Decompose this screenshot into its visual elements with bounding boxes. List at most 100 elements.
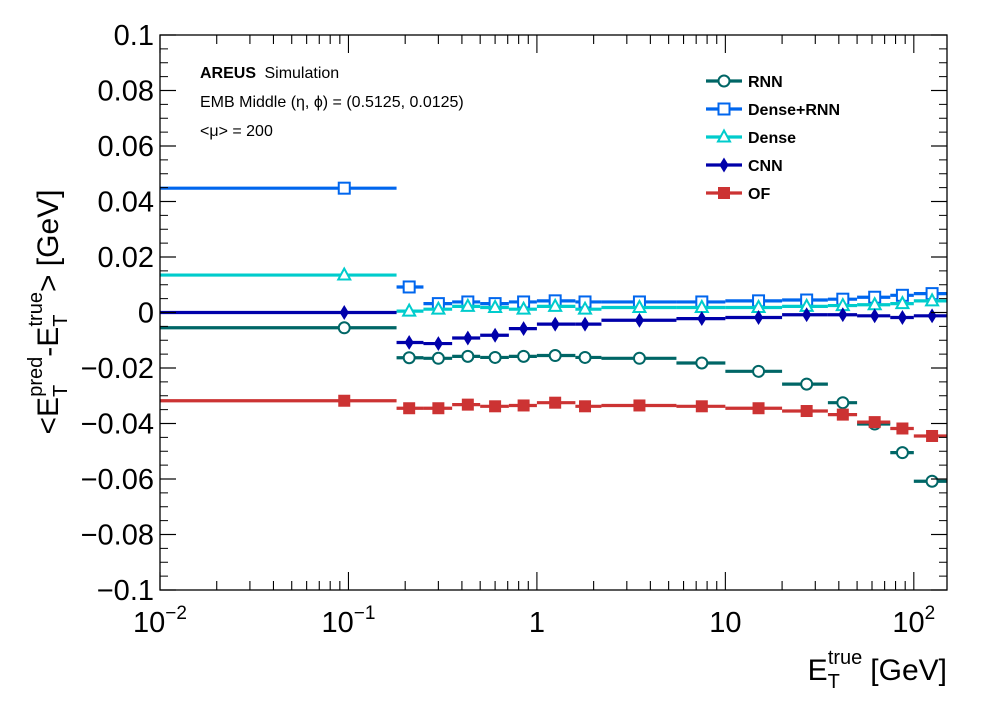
y-tick-label: −0.02 (81, 353, 154, 385)
legend-item: CNN (706, 157, 783, 175)
data-point (549, 396, 562, 409)
data-point (432, 402, 445, 415)
data-point (800, 377, 814, 391)
data-point (800, 405, 813, 418)
annotation-block: AREUS Simulation EMB Middle (η, ϕ) = (0.… (200, 65, 464, 140)
data-point (489, 400, 502, 413)
series-cnn (160, 305, 947, 352)
data-point (836, 396, 850, 410)
y-tick-label: −0.08 (81, 520, 154, 552)
data-point (430, 300, 447, 315)
x-tick-label: 102 (892, 603, 935, 639)
legend-label: RNN (748, 74, 783, 91)
data-point (337, 321, 351, 335)
x-tick-label: 10−1 (321, 603, 375, 639)
legend-item: Dense (706, 128, 796, 147)
data-point (548, 349, 562, 363)
series-dense-rnn (160, 181, 947, 311)
y-tick-label: −0.06 (81, 464, 154, 496)
y-tick-label: 0.08 (98, 76, 154, 108)
data-point (517, 349, 531, 363)
data-point (695, 356, 709, 370)
data-point (634, 312, 645, 328)
data-point (927, 308, 937, 324)
data-point (925, 474, 939, 488)
legend-item: OF (706, 186, 770, 203)
y-axis-title: <ETpred-ETtrue> [GeV] (25, 189, 72, 434)
annotation-line-3: <μ> = 200 (200, 123, 273, 140)
data-point (519, 321, 529, 337)
data-point (547, 297, 563, 312)
data-point (404, 335, 414, 350)
legend-label: Dense (748, 130, 796, 147)
data-point (488, 350, 502, 364)
data-point (403, 402, 416, 415)
y-tick-label: 0.06 (98, 131, 154, 163)
data-point (802, 307, 812, 323)
data-point (896, 422, 909, 435)
x-axis-title: ETtrue [GeV] (808, 647, 947, 693)
legend-marker (717, 74, 731, 88)
x-tick-label: 10 (709, 607, 741, 639)
data-point (633, 399, 646, 412)
legend-item: Dense+RNN (706, 102, 840, 119)
data-point (337, 181, 351, 195)
legend-marker (718, 187, 730, 199)
data-point (752, 402, 765, 415)
series-of (160, 394, 947, 442)
data-point (895, 446, 909, 460)
data-point (836, 408, 849, 421)
data-point (579, 400, 592, 413)
y-tick-label: 0.04 (98, 187, 154, 219)
data-point (897, 310, 908, 325)
data-point (339, 305, 349, 320)
data-point (515, 300, 532, 315)
y-tick-label: 0.02 (98, 242, 154, 274)
data-point (490, 327, 500, 343)
data-point (868, 416, 881, 429)
data-point (431, 351, 445, 365)
data-point (695, 400, 708, 413)
data-point (578, 350, 592, 364)
data-point (338, 394, 351, 407)
data-point (402, 351, 416, 365)
data-point (752, 364, 766, 378)
data-point (632, 351, 646, 365)
legend-item: RNN (706, 74, 783, 91)
annotation-line-1: AREUS Simulation (200, 65, 339, 82)
data-point (870, 308, 880, 324)
legend-label: CNN (748, 158, 783, 175)
y-tick-label: −0.1 (97, 575, 154, 607)
data-point (463, 330, 473, 346)
annotation-bold: AREUS (200, 65, 256, 82)
series-dense (160, 266, 947, 317)
data-point (461, 398, 474, 411)
x-tick-label: 1 (529, 607, 545, 639)
x-tick-label: 10−2 (133, 603, 187, 639)
data-point (461, 349, 475, 363)
data-point (924, 292, 940, 307)
data-point (838, 307, 848, 323)
data-point (753, 310, 764, 325)
legend: RNN Dense+RNN Dense CNN OF (706, 74, 840, 203)
data-point (550, 316, 560, 332)
data-point (460, 297, 476, 312)
legend-marker (719, 157, 729, 173)
data-point (487, 298, 503, 314)
legend-label: Dense+RNN (748, 102, 840, 119)
legend-label: OF (748, 186, 770, 203)
data-point (433, 336, 443, 352)
data-point (697, 311, 707, 327)
axes: 0.1 0.08 0.06 0.04 0.02 0 −0.02 −0.04 −0.06 −0.08… (81, 20, 947, 639)
legend-marker (716, 128, 732, 143)
data-point (577, 300, 593, 315)
data-point (926, 429, 939, 442)
series-layer (160, 181, 947, 488)
legend-marker (717, 102, 731, 116)
data-point (401, 302, 417, 317)
data-point (336, 266, 352, 281)
data-point (894, 295, 911, 310)
data-point (517, 399, 530, 412)
data-point (402, 280, 416, 294)
